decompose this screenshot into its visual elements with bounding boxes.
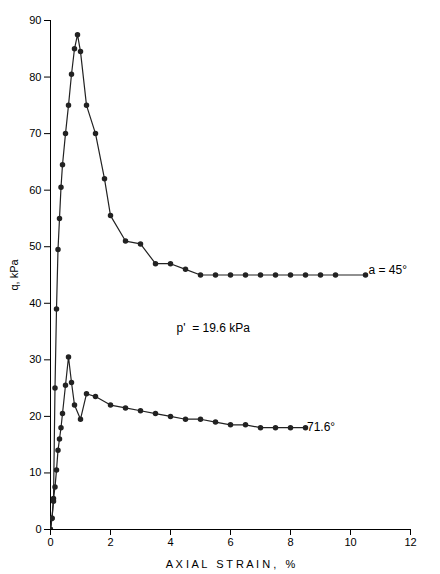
svg-text:q, kPa: q, kPa	[8, 259, 20, 291]
svg-text:p' = 19.6 kPa: p' = 19.6 kPa	[177, 321, 251, 335]
svg-text:71.6°: 71.6°	[307, 420, 335, 434]
svg-text:0: 0	[35, 523, 41, 535]
svg-text:10: 10	[29, 466, 41, 478]
svg-text:0: 0	[47, 536, 53, 548]
svg-text:2: 2	[107, 536, 113, 548]
svg-text:80: 80	[29, 71, 41, 83]
svg-text:20: 20	[29, 410, 41, 422]
svg-text:4: 4	[167, 536, 173, 548]
svg-text:A X I A L S T R A I N , %: A X I A L S T R A I N , %	[166, 558, 296, 570]
svg-text:10: 10	[344, 536, 356, 548]
svg-text:12: 12	[404, 536, 416, 548]
svg-text:90: 90	[29, 14, 41, 26]
svg-text:50: 50	[29, 240, 41, 252]
svg-text:70: 70	[29, 127, 41, 139]
svg-text:40: 40	[29, 297, 41, 309]
svg-text:a = 45°: a = 45°	[369, 263, 408, 277]
svg-text:8: 8	[287, 536, 293, 548]
svg-text:6: 6	[227, 536, 233, 548]
svg-text:30: 30	[29, 353, 41, 365]
svg-text:60: 60	[29, 184, 41, 196]
